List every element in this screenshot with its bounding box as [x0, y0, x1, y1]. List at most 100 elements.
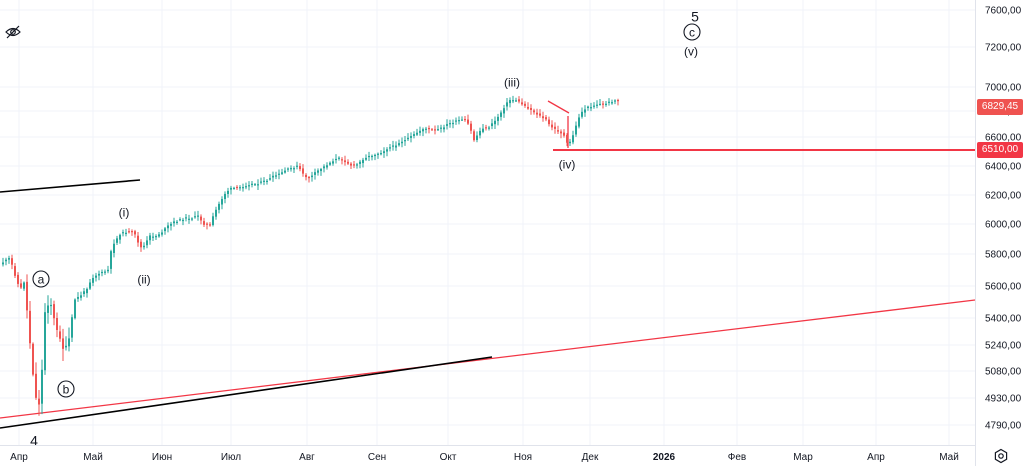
- candle-body: [137, 235, 139, 243]
- candle-body: [404, 140, 406, 142]
- eye-slash-icon[interactable]: [4, 24, 22, 40]
- candle-body: [278, 173, 280, 175]
- candle-body: [560, 131, 562, 134]
- candle-body: [248, 185, 250, 187]
- y-tick-label: 6600,00: [985, 133, 1022, 144]
- candle-body: [410, 136, 412, 138]
- candle-body: [359, 161, 361, 164]
- candle-body: [254, 184, 256, 186]
- settings-icon[interactable]: [993, 448, 1009, 464]
- candle-body: [377, 153, 379, 155]
- wave-label-text: (i): [119, 206, 130, 220]
- candle-body: [233, 187, 235, 190]
- candle-body: [353, 164, 355, 166]
- candle-body: [416, 132, 418, 135]
- wave-label-circle: [683, 23, 701, 41]
- candle-body: [38, 398, 40, 405]
- candle-body: [203, 221, 205, 225]
- candle-body: [398, 143, 400, 146]
- candle-body: [221, 199, 223, 205]
- x-tick-label: Апр: [867, 452, 885, 463]
- candle-body: [65, 345, 67, 348]
- candle-body: [476, 135, 478, 141]
- candle-body: [71, 317, 73, 338]
- grid-layer: [0, 0, 975, 445]
- candle-body: [434, 129, 436, 131]
- candle-body: [266, 180, 268, 182]
- candle-body: [92, 277, 94, 283]
- candle-body: [413, 134, 415, 136]
- candle-body: [572, 135, 574, 143]
- candle-body: [83, 291, 85, 295]
- candle-body: [305, 174, 307, 178]
- candle-body: [617, 99, 619, 102]
- wave-label: b: [57, 380, 75, 398]
- candle-body: [128, 231, 130, 233]
- candle-body: [188, 218, 190, 220]
- candle-body: [185, 217, 187, 219]
- y-tick-label: 7600,00: [985, 6, 1022, 17]
- candle-body: [212, 216, 214, 226]
- candle-body: [527, 106, 529, 109]
- candle-body: [344, 160, 346, 163]
- candle-body: [374, 154, 376, 157]
- y-tick-label: 4790,00: [985, 421, 1022, 432]
- candle-body: [17, 274, 19, 284]
- candle-body: [506, 102, 508, 107]
- y-tick-label: 4930,00: [985, 394, 1022, 405]
- candle-body: [20, 283, 22, 288]
- candle-body: [329, 162, 331, 165]
- candle-body: [68, 338, 70, 347]
- candle-body: [446, 124, 448, 126]
- candle-body: [218, 203, 220, 210]
- trendlines: [0, 100, 976, 429]
- candle-body: [509, 100, 511, 104]
- candle-body: [173, 221, 175, 224]
- x-tick-label: Июн: [152, 452, 172, 463]
- candle-body: [320, 168, 322, 172]
- candle-body: [299, 166, 301, 170]
- candle-body: [551, 124, 553, 128]
- candle-body: [149, 235, 151, 241]
- candle-body: [461, 119, 463, 121]
- candle-body: [578, 117, 580, 127]
- candle-body: [131, 231, 133, 233]
- candle-body: [350, 163, 352, 166]
- candle-body: [164, 228, 166, 232]
- candle-body: [347, 161, 349, 164]
- candle-body: [95, 275, 97, 278]
- y-tick-label: 7000,00: [985, 83, 1022, 94]
- wave-label: 5: [691, 9, 699, 25]
- candle-body: [395, 145, 397, 148]
- y-tick-label: 5600,00: [985, 282, 1022, 293]
- x-tick-label: Мар: [793, 452, 813, 463]
- candle-body: [122, 232, 124, 234]
- candle-body: [197, 215, 199, 217]
- candle-body: [284, 170, 286, 173]
- trendline-black-lower: [0, 356, 493, 429]
- x-tick-label: Сен: [368, 452, 386, 463]
- candle-body: [53, 304, 55, 319]
- candle-body: [464, 118, 466, 121]
- wave-label: (iv): [559, 158, 576, 172]
- candle-body: [419, 130, 421, 133]
- candle-body: [521, 102, 523, 105]
- candle-body: [293, 168, 295, 170]
- candle-body: [29, 310, 31, 344]
- wave-label-text: c: [689, 26, 695, 40]
- candle-body: [590, 107, 592, 109]
- x-tick-label: Фев: [728, 452, 746, 463]
- candle-body: [437, 129, 439, 131]
- candle-body: [2, 262, 4, 265]
- candle-body: [440, 127, 442, 129]
- candle-body: [224, 193, 226, 200]
- candle-body: [311, 175, 313, 178]
- candle-body: [113, 243, 115, 253]
- y-tick-label: 5080,00: [985, 367, 1022, 378]
- candle-body: [581, 111, 583, 117]
- candle-body: [110, 251, 112, 269]
- candle-body: [593, 105, 595, 107]
- candle-body: [236, 186, 238, 189]
